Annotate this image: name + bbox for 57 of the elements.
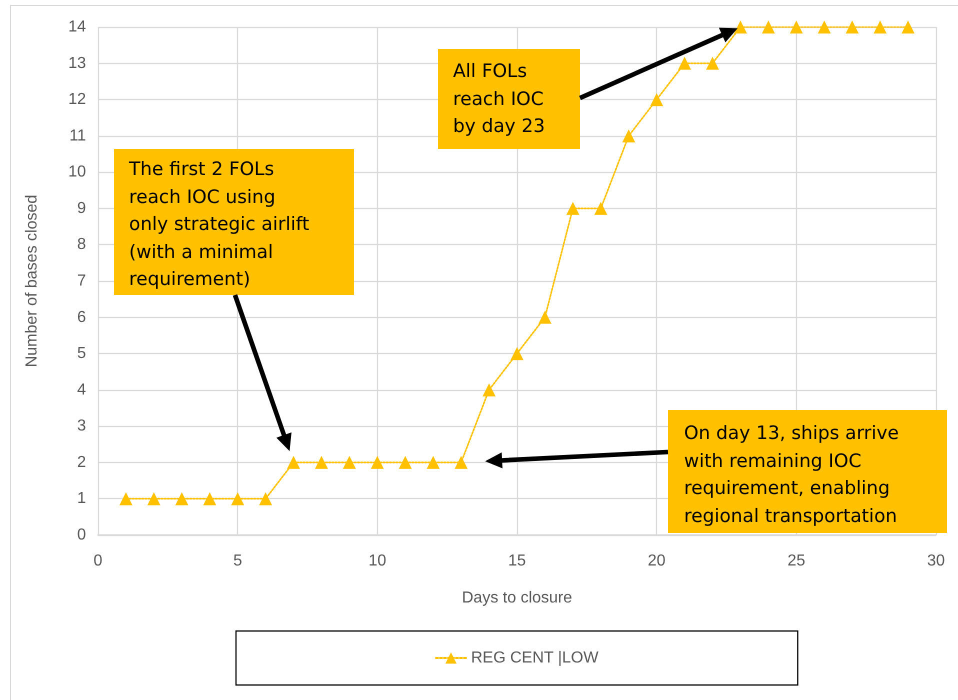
y-tick-label: 14 xyxy=(68,18,86,36)
point xyxy=(314,456,328,469)
y-tick-label: 11 xyxy=(69,127,86,144)
y-tick-label: 4 xyxy=(77,381,86,398)
x-tick-label: 5 xyxy=(233,552,242,570)
point xyxy=(370,456,384,469)
x-tick-label: 30 xyxy=(927,552,945,570)
y-tick-label: 5 xyxy=(77,345,86,362)
annotation: The first 2 FOLs reach IOC using only strategic airlift (with a minimal requirement) xyxy=(129,158,310,292)
y-tick-label: 10 xyxy=(68,164,86,181)
point xyxy=(846,20,859,34)
point xyxy=(874,20,887,34)
point xyxy=(398,456,412,469)
x-tick-label: 15 xyxy=(508,552,526,570)
point xyxy=(790,20,803,34)
point xyxy=(622,129,636,142)
x-tick-label: 25 xyxy=(787,552,806,570)
y-tick-label: 1 xyxy=(77,490,86,508)
x-tick-label: 0 xyxy=(94,552,103,570)
y-tick-label: 7 xyxy=(77,272,86,290)
point xyxy=(510,347,524,360)
point xyxy=(147,492,160,506)
point xyxy=(287,456,300,469)
legend-label: REG CENT |LOW xyxy=(471,650,600,666)
point xyxy=(678,56,692,70)
y-tick-label: 2 xyxy=(77,454,86,471)
x-tick-label: 20 xyxy=(648,552,666,570)
point xyxy=(818,20,831,34)
point xyxy=(259,492,272,506)
x-tick-label: 10 xyxy=(368,552,386,570)
y-tick-label: 3 xyxy=(77,418,86,435)
y-tick-label: 0 xyxy=(77,526,86,544)
point xyxy=(538,310,552,324)
point xyxy=(482,383,496,396)
point xyxy=(734,20,747,34)
point xyxy=(454,456,468,469)
point xyxy=(650,93,664,106)
x-axis-title: Days to closure xyxy=(462,590,572,606)
point xyxy=(706,56,720,70)
annotation: All FOLs reach IOC by day 23 xyxy=(453,60,546,139)
annotation: On day 13, ships arrive with remaining IOC requirement, enabling regional transportation xyxy=(684,422,900,528)
point xyxy=(342,456,356,469)
point xyxy=(119,492,132,506)
y-tick-label: 8 xyxy=(77,236,86,254)
point xyxy=(203,492,216,506)
point xyxy=(231,492,244,506)
y-tick-label: 12 xyxy=(68,91,86,108)
point xyxy=(175,492,188,506)
point xyxy=(902,20,915,34)
y-tick-label: 9 xyxy=(77,200,86,217)
y-axis-title: Number of bases closed xyxy=(24,194,40,368)
point xyxy=(762,20,775,34)
point xyxy=(566,202,580,215)
point xyxy=(594,202,608,215)
point xyxy=(426,456,440,469)
y-tick-label: 13 xyxy=(68,54,86,72)
y-tick-label: 6 xyxy=(77,308,86,326)
